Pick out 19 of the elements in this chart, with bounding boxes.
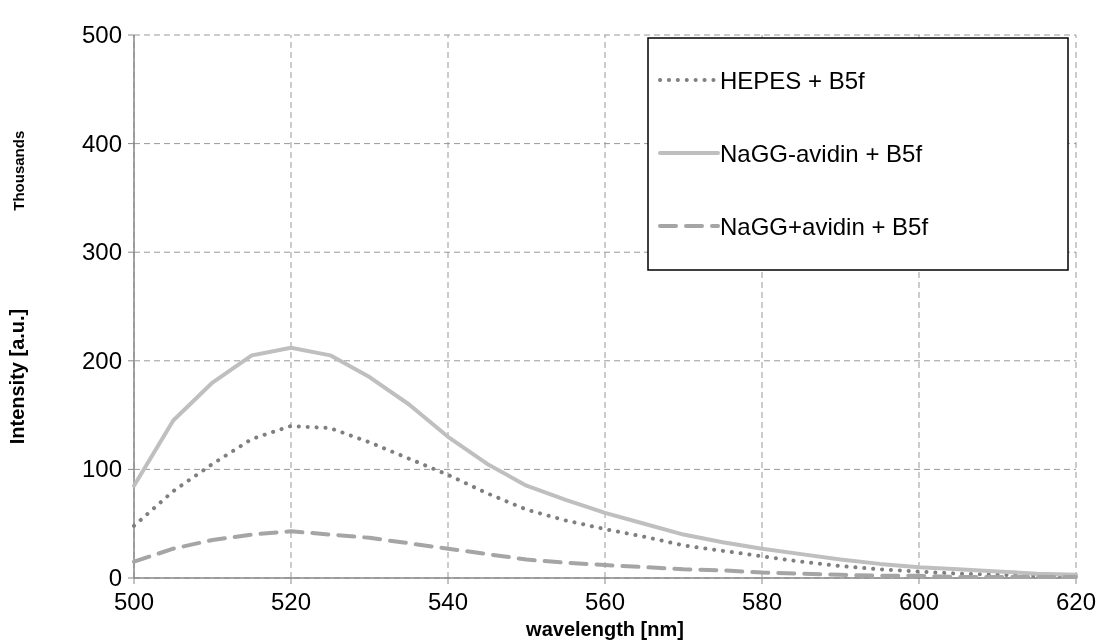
x-axis-title: wavelength [nm] bbox=[525, 618, 684, 640]
y-tick-label: 500 bbox=[81, 21, 122, 48]
x-tick-label: 520 bbox=[270, 588, 312, 615]
y-tick-label: 400 bbox=[81, 129, 122, 157]
x-tick-label: 560 bbox=[584, 588, 626, 615]
y-axis-title: Intensity [a.u.] bbox=[6, 308, 28, 445]
x-tick-label: 580 bbox=[741, 588, 783, 615]
x-tick-label: 620 bbox=[1055, 588, 1097, 615]
y-tick-label: 300 bbox=[81, 238, 122, 266]
y-tick-label: 0 bbox=[108, 564, 122, 591]
x-tick-label: 600 bbox=[898, 588, 940, 615]
y-tick-label: 100 bbox=[81, 455, 122, 483]
legend-label: HEPES + B5f bbox=[720, 67, 866, 94]
legend-label: NaGG-avidin + B5f bbox=[720, 140, 923, 167]
legend-label: NaGG+avidin + B5f bbox=[720, 213, 929, 240]
y-tick-label: 200 bbox=[81, 346, 122, 374]
text: Thousands bbox=[10, 130, 27, 211]
x-tick-label: 500 bbox=[113, 588, 155, 615]
x-tick-label: 540 bbox=[427, 588, 469, 615]
